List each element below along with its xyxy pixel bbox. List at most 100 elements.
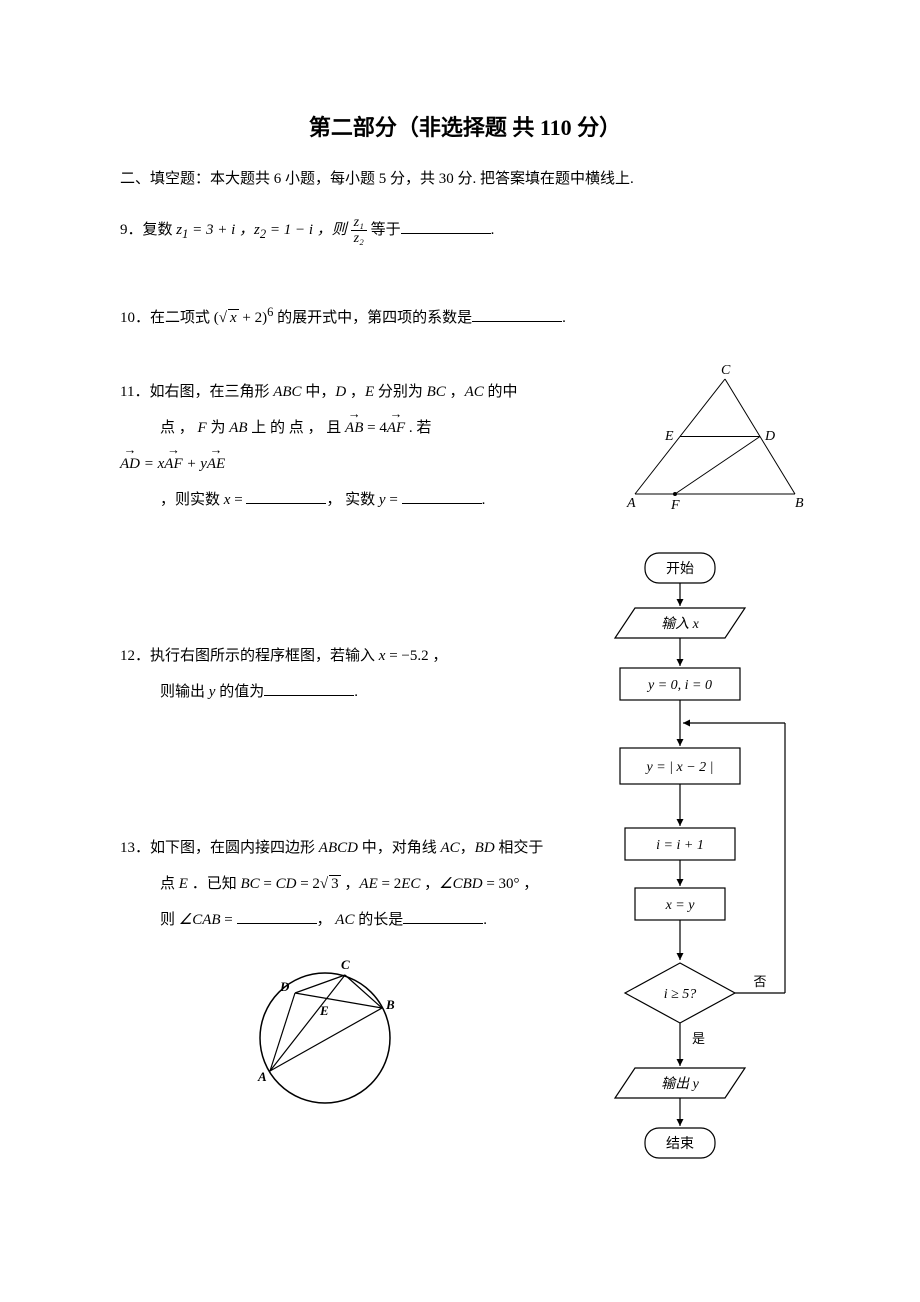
q9-z2val: = 1 − i ，则 <box>266 222 350 238</box>
q12-val: = −5.2 ， <box>385 648 447 664</box>
q12-l1: 执行右图所示的程序框图，若输入 <box>150 648 379 664</box>
circ-A: A <box>257 1069 267 1084</box>
q10-mid: + 2) <box>239 310 267 326</box>
flow-no: 否 <box>753 974 766 989</box>
q13-BC2: BC <box>240 876 259 892</box>
q11-vecAF2: AF <box>164 446 182 482</box>
q13-l1a: 如下图，在圆内接四边形 <box>150 840 319 856</box>
q13-ABCD: ABCD <box>319 840 358 856</box>
section-header: 二、填空题：本大题共 6 小题，每小题 5 分，共 30 分. 把答案填在题中横… <box>120 164 810 194</box>
q11-num: 11． <box>120 384 149 400</box>
q12-period: . <box>354 684 358 700</box>
q13-eq3: = 2 <box>378 876 401 892</box>
flow-input: 输入 x <box>661 616 699 632</box>
q11-vecAD: AD <box>120 446 140 482</box>
q11-l1c: 分别为 <box>374 384 427 400</box>
flow-end: 结束 <box>666 1136 694 1152</box>
q11-F: F <box>198 420 207 436</box>
q13-c1: ， <box>460 840 475 856</box>
flowchart-figure: 开始 输入 x y = 0, i = 0 y = | x − 2 | i = i… <box>600 548 810 1208</box>
q13-EC: EC <box>401 876 420 892</box>
q11-l2b: 为 <box>207 420 230 436</box>
circ-D: D <box>279 979 290 994</box>
q11-l2a: 点 ， <box>160 420 198 436</box>
q11-blank2 <box>402 489 482 504</box>
tri-C: C <box>721 364 731 378</box>
q13-l1b: 中，对角线 <box>358 840 441 856</box>
q11-vecAE: AE <box>207 446 225 482</box>
circ-B: B <box>385 997 395 1012</box>
circ-C: C <box>341 957 350 972</box>
section-title: 第二部分（非选择题 共 110 分） <box>120 110 810 142</box>
q9-period: . <box>491 222 495 238</box>
flow-step1: y = | x − 2 | <box>644 760 713 775</box>
q11-y: y <box>379 492 386 508</box>
q11-vecAF: AF <box>387 410 405 446</box>
q12-indent: 则输出 y 的值为. <box>120 674 358 710</box>
q13-c4: ， <box>317 912 336 928</box>
q11-ABC: ABC <box>273 384 301 400</box>
q13-eq30: = 30° ， <box>483 876 539 892</box>
tri-F: F <box>670 498 680 513</box>
q11-l3a: ，则实数 <box>160 492 224 508</box>
tri-B: B <box>795 496 804 511</box>
q11-period: . <box>482 492 486 508</box>
question-11: 11．如右图，在三角形 ABC 中，D ，E 分别为 BC ，AC 的中 点 ，… <box>120 374 810 518</box>
q11-eq4: = 4 <box>363 420 386 436</box>
q12-l2: 则输出 <box>160 684 209 700</box>
q13-blank2 <box>403 909 483 924</box>
tri-A: A <box>626 496 636 511</box>
q13-sqrt: √3 <box>320 866 341 902</box>
q13-eq2: = 2 <box>296 876 319 892</box>
q12-blank <box>264 681 354 696</box>
q11-indent2: ，则实数 x = ， 实数 y = . <box>120 482 485 518</box>
q11-AC: AC <box>465 384 484 400</box>
q11-eq2: = <box>386 492 402 508</box>
q9-num: 9． <box>120 222 143 238</box>
q13-blank1 <box>237 909 317 924</box>
q9-fraction: z₁z₂ <box>351 215 367 247</box>
q13-indent2: 则 ∠CAB = ， AC 的长是. <box>120 902 487 938</box>
flow-step2: i = i + 1 <box>656 838 704 853</box>
q9-frac-den: z₂ <box>351 231 367 246</box>
question-9: 9．复数 z1 = 3 + i ，z2 = 1 − i ，则 z₁z₂ 等于. <box>120 212 810 249</box>
q11-c1: ， <box>346 384 365 400</box>
q12-l2b: 的值为 <box>215 684 264 700</box>
q9-frac-num: z₁ <box>351 215 367 231</box>
q13-l3a: 则 <box>160 912 179 928</box>
q10-sqrt: √x <box>219 300 239 336</box>
flow-start: 开始 <box>666 561 694 577</box>
q11-c3: ， 实数 <box>326 492 379 508</box>
circle-figure: A B C D E <box>240 953 410 1113</box>
q9-blank <box>401 219 491 234</box>
flow-init: y = 0, i = 0 <box>646 678 712 693</box>
q11-eqx: = x <box>140 456 164 472</box>
q13-c3: ， <box>420 876 439 892</box>
q10-period: . <box>562 310 566 326</box>
q11-eq1: = <box>230 492 246 508</box>
q10-prefix: 在二项式 ( <box>150 310 219 326</box>
triangle-figure: A B C D E F <box>615 364 815 514</box>
q11-l2d: . 若 <box>405 420 431 436</box>
q10-num: 10． <box>120 310 150 326</box>
circ-E: E <box>319 1003 329 1018</box>
q13-period: . <box>483 912 487 928</box>
q13-l1c: 相交于 <box>495 840 544 856</box>
q11-l1a: 如右图，在三角形 <box>149 384 273 400</box>
tri-E: E <box>664 429 674 444</box>
q9-suffix: 等于 <box>367 222 401 238</box>
q13-AC2: AC <box>335 912 354 928</box>
q13-c2: ， <box>341 876 360 892</box>
q13-num: 13． <box>120 840 150 856</box>
q11-blank1 <box>246 489 326 504</box>
q11-AB1: AB <box>229 420 247 436</box>
q13-l3b: 的长是 <box>354 912 403 928</box>
q13-l2a: 点 <box>160 876 179 892</box>
flow-yes: 是 <box>692 1031 705 1046</box>
q13-eq1: = <box>260 876 276 892</box>
q11-c2: ， <box>446 384 465 400</box>
q13-E: E <box>179 876 188 892</box>
q13-l2b: ．已知 <box>188 876 241 892</box>
q9-prefix: 复数 <box>143 222 177 238</box>
q11-plus: + y <box>183 456 207 472</box>
